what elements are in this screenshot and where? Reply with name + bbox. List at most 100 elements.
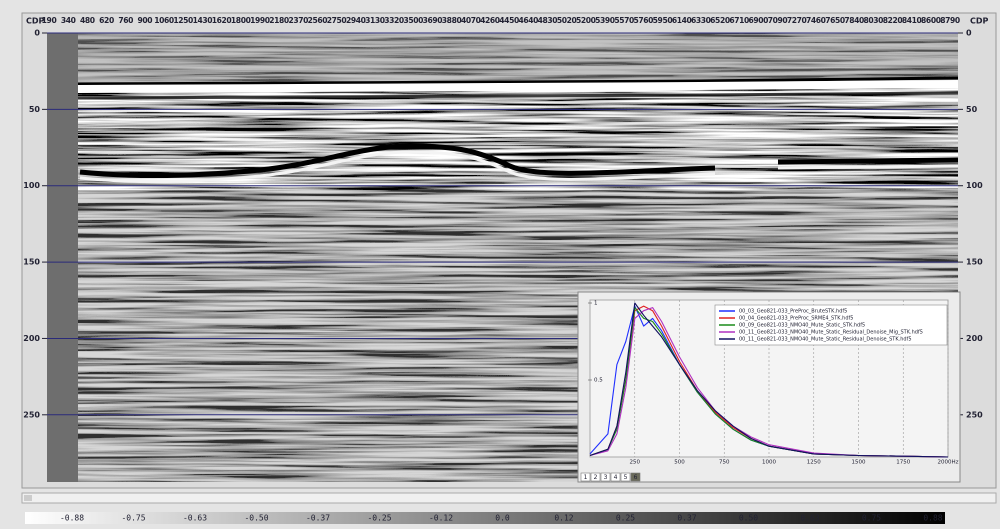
reflector-dark [79,143,716,179]
colorbar-label: -0.63 [183,514,207,523]
cdp-label: 760 [118,16,133,25]
cdp-label: 2940 [346,16,366,25]
cdp-label: 340 [61,16,76,25]
cdp-label: 620 [99,16,114,25]
cdp-label: 5390 [595,16,615,25]
colorbar-label: -0.50 [244,514,268,523]
cdp-title: CDP [26,17,45,26]
spectrum-x-label: 1000 [762,460,776,466]
cdp-label: 3690 [423,16,443,25]
cdp-label: 1060 [154,16,174,25]
seafloor-bright [77,80,959,93]
cdp-label: 1250 [173,16,193,25]
seafloor-multiple [77,91,959,100]
cdp-label: 6140 [672,16,692,25]
cdp-label: 7840 [844,16,864,25]
depth-label-left: 100 [23,181,40,190]
depth-label-right: 0 [966,29,972,38]
tab-label[interactable]: 1 [584,474,588,481]
cdp-label: 7460 [806,16,826,25]
spectrum-legend [714,304,948,346]
spectrum-x-label: 750 [719,460,730,466]
tab-label[interactable]: 6 [634,474,638,481]
cdp-label: 8220 [883,16,903,25]
spectrum-line [589,307,949,458]
tab[interactable] [600,472,611,482]
cdp-label: 480 [80,16,95,25]
reflector-dark-right [777,157,959,165]
scroll-thumb[interactable] [24,495,32,501]
legend-label: 00_04_Geo821-033_PreProc_SRME4_STK.hdf5 [739,316,853,322]
cdp-label: 7650 [825,16,845,25]
cdp-label: 4070 [461,16,481,25]
cdp-label: 2750 [327,16,347,25]
colorbar-label: -0.25 [367,514,391,523]
cdp-label: 3880 [442,16,462,25]
cdp-label: 1430 [193,16,213,25]
tab[interactable] [610,472,621,482]
depth-label-left: 0 [34,29,40,38]
colorbar-label: -0.88 [60,514,84,523]
scrollbar[interactable] [21,492,997,504]
tab-label[interactable]: 4 [614,474,618,481]
colorbar-label: 0.63 [800,514,819,523]
cdp-label: 5020 [557,16,577,25]
cdp-label: 6330 [691,16,711,25]
tab[interactable] [580,472,591,482]
colorbar-label: -0.75 [121,514,145,523]
spectrum-y-label: 1 [594,301,598,307]
colorbar-label: -0.37 [306,514,330,523]
depth-label-right: 250 [966,410,983,419]
cdp-label: 6710 [729,16,749,25]
cdp-label: 7270 [787,16,807,25]
legend-label: 00_11_Geo821-033_NMO40_Mute_Static_Resid… [739,337,912,343]
cdp-label: 2370 [288,16,308,25]
cdp-label: 5760 [634,16,654,25]
tab[interactable] [620,472,631,482]
depth-label-right: 50 [966,105,978,114]
tab[interactable] [590,472,601,482]
cdp-label: 3500 [403,16,423,25]
cdp-label: 190 [42,16,57,25]
colorbar-label: 0.88 [923,514,942,523]
cdp-label: 900 [138,16,153,25]
water-column [78,33,958,83]
reflector-bright [79,150,716,184]
cdp-label: 5950 [653,16,673,25]
tab-label[interactable]: 5 [624,474,628,481]
legend-label: 00_09_Geo821-033_NMO40_Mute_Static_STK.h… [739,323,865,329]
cdp-label: 8410 [902,16,922,25]
spectrum-y-label: 0.5 [594,378,603,384]
depth-label-left: 200 [23,334,40,343]
cdp-label: 2180 [269,16,289,25]
colorbar-label: 0.50 [739,514,758,523]
legend-label: 00_03_Geo821-033_PreProc_BruteSTK.hdf5 [739,309,847,315]
colorbar-label: 0.12 [554,514,573,523]
tab-label[interactable]: 2 [594,474,598,481]
seafloor-dark [77,76,959,86]
cdp-title-right: CDP [970,17,989,26]
spectrum-x-label: 1500 [852,460,866,466]
colorbar-label: 0.0 [495,514,510,523]
depth-label-right: 150 [966,258,983,267]
cdp-label: 3320 [384,16,404,25]
cdp-label: 3130 [365,16,385,25]
cdp-label: 2560 [308,16,328,25]
colorbar-label: 0.75 [862,514,881,523]
spectrum-x-label: 250 [630,460,641,466]
cdp-label: 5200 [576,16,596,25]
spectrum-line [589,302,949,458]
tab[interactable] [630,472,641,482]
legend-label: 00_11_Geo821-033_NMO40_Mute_Static_Resid… [739,330,923,336]
cdp-label: 1620 [212,16,232,25]
colorbar-label: 0.25 [616,514,635,523]
cdp-label: 6520 [710,16,730,25]
depth-label-right: 200 [966,334,983,343]
tab-label[interactable]: 3 [604,474,608,481]
depth-label-left: 150 [23,258,40,267]
cdp-label: 4830 [538,16,558,25]
colorbar-label: 0.37 [677,514,696,523]
cdp-label: 7090 [768,16,788,25]
